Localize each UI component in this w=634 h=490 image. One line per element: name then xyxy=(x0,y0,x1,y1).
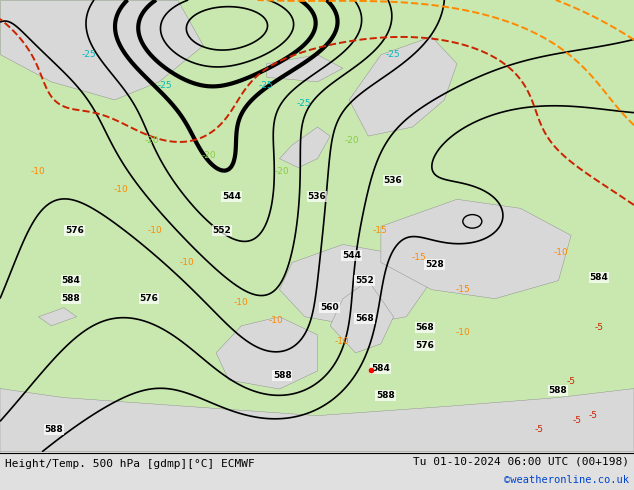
Text: 568: 568 xyxy=(415,323,434,332)
Text: 588: 588 xyxy=(61,294,81,303)
Text: 528: 528 xyxy=(425,260,444,269)
Text: 568: 568 xyxy=(355,314,374,323)
Text: -20: -20 xyxy=(275,167,290,176)
Text: 584: 584 xyxy=(61,275,81,285)
Text: 588: 588 xyxy=(273,371,292,380)
Text: -25: -25 xyxy=(297,99,312,108)
Text: -5: -5 xyxy=(573,416,581,425)
Text: 576: 576 xyxy=(139,294,158,303)
Text: -10: -10 xyxy=(455,327,470,337)
Text: 588: 588 xyxy=(548,386,567,395)
Text: -5: -5 xyxy=(566,377,575,386)
Text: 544: 544 xyxy=(222,192,241,201)
Text: -5: -5 xyxy=(595,323,604,332)
Text: Height/Temp. 500 hPa [gdmp][°C] ECMWF: Height/Temp. 500 hPa [gdmp][°C] ECMWF xyxy=(5,459,255,469)
Text: -25: -25 xyxy=(385,49,401,59)
Text: -10: -10 xyxy=(179,258,195,267)
Text: -25: -25 xyxy=(157,81,172,90)
Text: 560: 560 xyxy=(320,303,339,312)
Text: 584: 584 xyxy=(590,273,609,282)
Text: -15: -15 xyxy=(411,253,426,262)
Text: 588: 588 xyxy=(376,391,395,400)
Text: -5: -5 xyxy=(534,425,543,434)
Text: -15: -15 xyxy=(373,226,388,235)
Text: -20: -20 xyxy=(145,136,160,145)
Text: -20: -20 xyxy=(202,151,217,160)
Text: -10: -10 xyxy=(148,226,163,235)
Text: -25: -25 xyxy=(81,49,96,59)
Text: 576: 576 xyxy=(65,226,84,235)
Text: -5: -5 xyxy=(588,411,597,420)
Text: -10: -10 xyxy=(233,298,249,307)
Text: 536: 536 xyxy=(307,192,327,201)
Text: 576: 576 xyxy=(415,341,434,350)
Text: -10: -10 xyxy=(268,316,283,325)
Text: 536: 536 xyxy=(384,176,403,185)
Text: -25: -25 xyxy=(259,81,274,90)
Text: -20: -20 xyxy=(344,136,359,145)
Text: -10: -10 xyxy=(30,167,46,176)
Text: ©weatheronline.co.uk: ©weatheronline.co.uk xyxy=(504,475,629,485)
Text: 584: 584 xyxy=(371,364,390,373)
Text: 544: 544 xyxy=(342,251,361,260)
Text: 588: 588 xyxy=(44,425,63,434)
Text: -15: -15 xyxy=(455,285,470,294)
Text: 552: 552 xyxy=(355,275,374,285)
Text: -10: -10 xyxy=(113,185,128,194)
Text: -10: -10 xyxy=(553,248,569,258)
Text: Tu 01-10-2024 06:00 UTC (00+198): Tu 01-10-2024 06:00 UTC (00+198) xyxy=(413,457,629,467)
Text: -10: -10 xyxy=(335,337,350,345)
Text: 552: 552 xyxy=(212,226,231,235)
